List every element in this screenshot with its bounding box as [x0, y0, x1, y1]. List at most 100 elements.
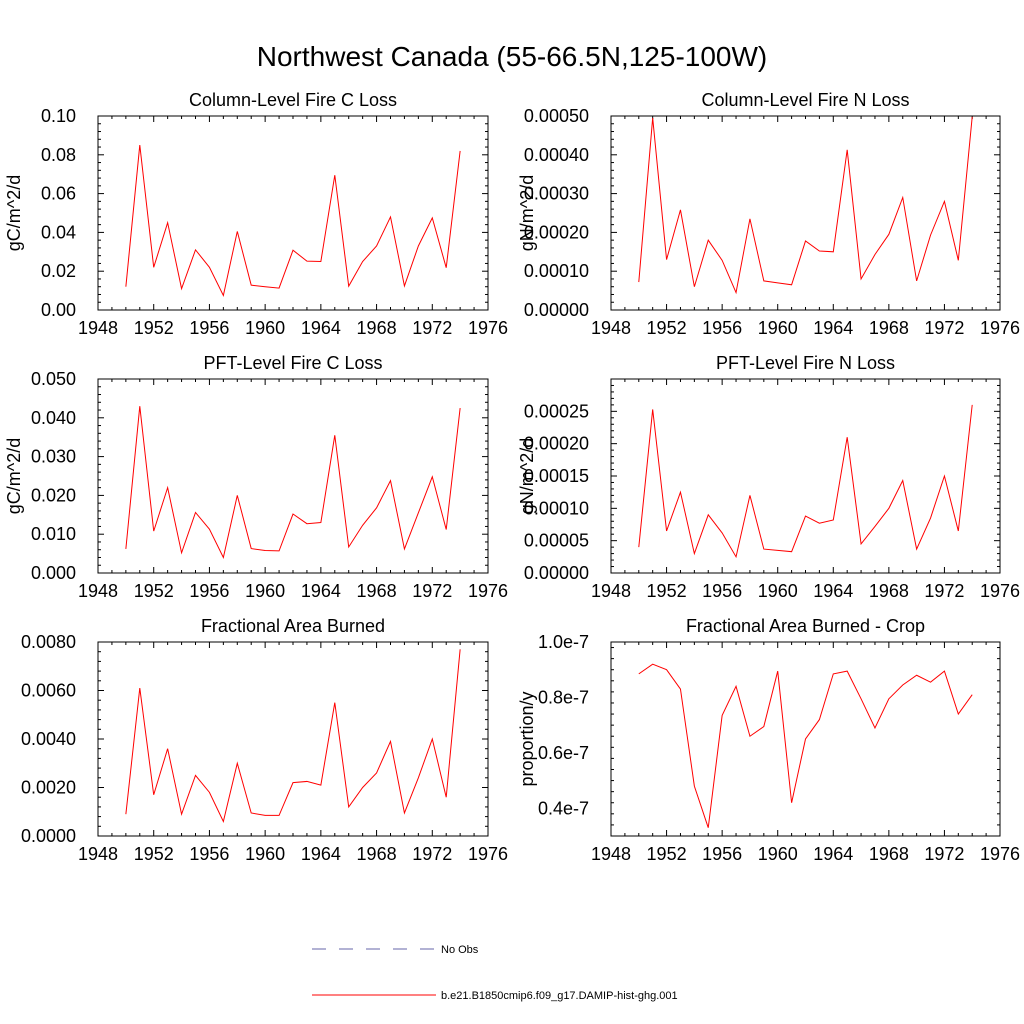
x-tick-label: 1956 [189, 318, 229, 338]
panel-title: PFT-Level Fire N Loss [716, 353, 895, 373]
x-tick-label: 1968 [869, 581, 909, 601]
y-axis-label: gC/m^2/d [4, 438, 24, 514]
x-tick-label: 1960 [758, 581, 798, 601]
chart-panel-5: Fractional Area Burned 1948 1952 1956 1960 19… [21, 616, 508, 864]
x-tick-label: 1960 [245, 844, 285, 864]
x-tick-label: 1968 [869, 844, 909, 864]
chart-panel-2: Column-Level Fire N Loss gN/m^2/d 1948 1952… [517, 90, 1020, 338]
x-tick-label: 1960 [758, 844, 798, 864]
x-tick-label: 1956 [702, 318, 742, 338]
y-tick-label: 0.0040 [21, 729, 76, 749]
x-tick-label: 1956 [189, 844, 229, 864]
y-axis-label: gC/m^2/d [4, 175, 24, 251]
y-tick-label: 0.0060 [21, 681, 76, 701]
panel-title: Fractional Area Burned [201, 616, 385, 636]
y-tick-label: 0.000 [31, 563, 76, 583]
y-tick-label: 0.040 [31, 408, 76, 428]
plot-frame [97, 641, 489, 837]
y-tick-label: 0.0000 [21, 826, 76, 846]
plot-frame [610, 115, 1001, 311]
x-tick-label: 1952 [647, 581, 687, 601]
x-tick-label: 1952 [647, 844, 687, 864]
x-tick-label: 1948 [78, 844, 118, 864]
x-tick-label: 1964 [301, 844, 341, 864]
panel-title: PFT-Level Fire C Loss [203, 353, 382, 373]
x-tick-label: 1972 [412, 844, 452, 864]
plot-frame [97, 115, 489, 311]
y-tick-label: 0.00010 [524, 498, 589, 518]
plot-frame [97, 378, 489, 574]
y-tick-label: 0.00015 [524, 466, 589, 486]
x-tick-label: 1976 [468, 581, 508, 601]
x-tick-label: 1952 [134, 318, 174, 338]
y-tick-label: 0.00040 [524, 145, 589, 165]
x-tick-label: 1976 [468, 318, 508, 338]
figure-title: Northwest Canada (55-66.5N,125-100W) [257, 41, 767, 72]
x-tick-label: 1948 [591, 318, 631, 338]
x-tick-label: 1972 [924, 581, 964, 601]
y-tick-label: 0.08 [41, 145, 76, 165]
panel-title: Column-Level Fire N Loss [701, 90, 909, 110]
y-tick-label: 0.030 [31, 447, 76, 467]
x-tick-label: 1976 [980, 318, 1020, 338]
y-tick-label: 0.00030 [524, 184, 589, 204]
y-tick-label: 0.10 [41, 106, 76, 126]
x-tick-label: 1976 [468, 844, 508, 864]
x-tick-label: 1956 [702, 581, 742, 601]
x-tick-label: 1952 [134, 844, 174, 864]
x-tick-label: 1964 [301, 318, 341, 338]
y-tick-label: 0.00050 [524, 106, 589, 126]
series-line [638, 116, 973, 295]
chart-panel-6: Fractional Area Burned - Crop proportion/… [517, 616, 1020, 864]
y-tick-label: 0.00000 [524, 300, 589, 320]
x-tick-label: 1976 [980, 581, 1020, 601]
y-tick-label: 0.8e-7 [538, 687, 589, 707]
x-tick-label: 1968 [869, 318, 909, 338]
y-tick-label: 0.020 [31, 485, 76, 505]
x-tick-label: 1972 [412, 318, 452, 338]
x-tick-label: 1948 [78, 581, 118, 601]
y-tick-label: 0.010 [31, 524, 76, 544]
series-line [125, 406, 461, 559]
plot-frame [610, 378, 1001, 574]
legend-label-model: b.e21.B1850cmip6.f09_g17.DAMIP-hist-ghg.… [441, 990, 678, 1002]
x-tick-label: 1972 [924, 844, 964, 864]
x-tick-label: 1968 [357, 581, 397, 601]
x-tick-label: 1956 [189, 581, 229, 601]
legend: No Obs b.e21.B1850cmip6.f09_g17.DAMIP-hi… [312, 944, 678, 1002]
x-tick-label: 1948 [78, 318, 118, 338]
x-tick-label: 1964 [813, 581, 853, 601]
x-tick-label: 1948 [591, 844, 631, 864]
y-tick-label: 0.00020 [524, 222, 589, 242]
x-tick-label: 1972 [924, 318, 964, 338]
x-tick-label: 1976 [980, 844, 1020, 864]
y-tick-label: 0.0020 [21, 778, 76, 798]
y-tick-label: 0.050 [31, 369, 76, 389]
x-tick-label: 1964 [813, 318, 853, 338]
y-tick-label: 0.0080 [21, 632, 76, 652]
y-tick-label: 0.00 [41, 300, 76, 320]
y-tick-label: 0.00005 [524, 531, 589, 551]
chart-panel-3: PFT-Level Fire C Loss gC/m^2/d 1948 1952 195… [4, 353, 508, 601]
y-tick-label: 0.4e-7 [538, 798, 589, 818]
x-tick-label: 1964 [301, 581, 341, 601]
y-axis-label: gN/m^2/d [517, 175, 537, 251]
x-tick-label: 1952 [647, 318, 687, 338]
x-tick-label: 1960 [245, 318, 285, 338]
x-tick-label: 1960 [758, 318, 798, 338]
x-tick-label: 1956 [702, 844, 742, 864]
series-line [638, 404, 973, 559]
y-tick-label: 0.04 [41, 222, 76, 242]
series-line [638, 663, 973, 828]
series-line [125, 145, 461, 297]
legend-label-no-obs: No Obs [441, 944, 479, 956]
x-tick-label: 1948 [591, 581, 631, 601]
chart-panel-4: PFT-Level Fire N Loss gN/m^2/d 1948 1952 195… [517, 353, 1020, 601]
x-tick-label: 1972 [412, 581, 452, 601]
y-tick-label: 0.00025 [524, 401, 589, 421]
panel-title: Fractional Area Burned - Crop [686, 616, 925, 636]
y-axis-label: gN/m^2/d [517, 438, 537, 514]
y-tick-label: 0.06 [41, 184, 76, 204]
panels: Column-Level Fire C Loss gC/m^2/d 1948 1952… [4, 90, 1020, 864]
